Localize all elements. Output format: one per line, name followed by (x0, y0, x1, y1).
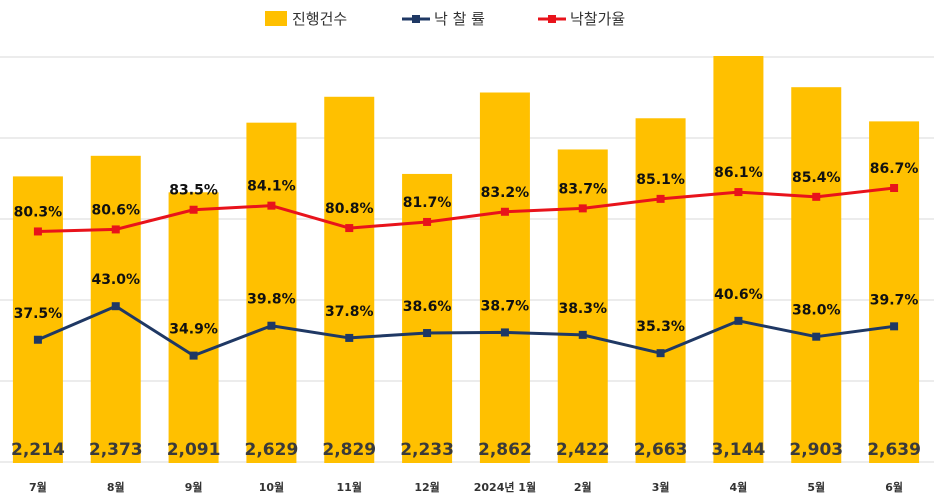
legend-marker-line-1 (412, 15, 420, 23)
success-rate-point (33, 335, 42, 344)
bar (246, 122, 297, 463)
success-rate-point (267, 321, 276, 330)
success-rate-value-label: 43.0% (91, 272, 140, 288)
x-tick-label: 4월 (730, 480, 748, 494)
x-tick-label: 5월 (807, 480, 825, 494)
x-tick-label: 10월 (259, 480, 284, 494)
bar (635, 118, 686, 464)
success-rate-value-label: 38.7% (481, 298, 530, 314)
price-rate-point (345, 224, 354, 233)
bar-value-label: 2,862 (478, 440, 532, 460)
price-rate-value-label: 81.7% (403, 195, 452, 211)
bar-value-label: 2,639 (867, 440, 921, 460)
bar-value-label: 2,829 (322, 440, 376, 460)
price-rate-value-label: 80.3% (14, 204, 63, 220)
success-rate-point (578, 330, 587, 339)
success-rate-value-label: 40.6% (714, 287, 763, 303)
bar (402, 173, 453, 463)
success-rate-line (37, 304, 895, 358)
bar-value-label: 2,233 (400, 440, 454, 460)
price-rate-point (812, 192, 821, 201)
price-rate-point (500, 207, 509, 216)
bar (791, 87, 842, 464)
bar-value-label: 2,422 (556, 440, 610, 460)
price-rate-value-label: 86.1% (714, 165, 763, 181)
bar-value-label: 2,903 (789, 440, 843, 460)
legend-label-line-2: 낙찰가율 (570, 10, 625, 28)
price-rate-point (267, 201, 276, 210)
price-rate-value-label: 83.5% (169, 183, 218, 199)
x-tick-label: 11월 (337, 480, 362, 494)
data-labels: 2,214 2,373 2,091 2,629 2,829 2,233 2,862 2,422… (11, 161, 921, 460)
x-tick-label: 8월 (107, 480, 125, 494)
price-rate-point (33, 227, 42, 236)
bar-value-label: 2,373 (89, 440, 143, 460)
success-rate-value-label: 38.0% (792, 303, 841, 319)
price-rate-value-label: 80.6% (91, 202, 140, 218)
x-axis: 7월 8월 9월 10월 11월 12월 2024년 1월 2월 3월 4월 5월 6월 (29, 480, 903, 494)
bars (12, 56, 920, 464)
x-tick-label: 7월 (29, 480, 47, 494)
success-rate-value-label: 37.8% (325, 304, 374, 320)
success-rate-value-label: 39.7% (870, 292, 919, 308)
price-rate-point (578, 204, 587, 213)
success-rate-value-label: 37.5% (14, 306, 63, 322)
price-rate-point (656, 194, 665, 203)
success-rate-point (423, 329, 432, 338)
legend: 진행건수 낙 찰 률 낙찰가율 (265, 10, 625, 28)
legend-marker-line-2 (548, 15, 556, 23)
bar (557, 149, 608, 463)
success-rate-point (111, 302, 120, 311)
price-rate-value-label: 80.8% (325, 201, 374, 217)
success-rate-point (345, 333, 354, 342)
lines (33, 184, 899, 360)
success-rate-point (189, 351, 198, 360)
price-rate-point (734, 188, 743, 197)
bar (168, 192, 219, 463)
legend-label-bar: 진행건수 (292, 10, 347, 28)
x-tick-label: 6월 (885, 480, 903, 494)
bar (869, 121, 920, 464)
success-rate-point (890, 322, 899, 331)
success-rate-value-label: 38.3% (558, 301, 607, 317)
bar (479, 92, 530, 463)
bar (324, 96, 375, 463)
bar (713, 56, 764, 463)
success-rate-point (812, 332, 821, 341)
bar-value-label: 2,091 (167, 440, 221, 460)
bar-value-label: 2,629 (245, 440, 299, 460)
price-rate-value-label: 86.7% (870, 161, 919, 177)
legend-swatch-bar (265, 11, 287, 26)
bar-value-label: 2,214 (11, 440, 65, 460)
price-rate-point (111, 225, 120, 234)
x-tick-label: 12월 (414, 480, 439, 494)
x-tick-label: 3월 (652, 480, 670, 494)
price-rate-value-label: 83.2% (481, 185, 530, 201)
price-rate-line (37, 186, 895, 233)
x-tick-label: 2월 (574, 480, 592, 494)
price-rate-value-label: 85.4% (792, 170, 841, 186)
legend-label-line-1: 낙 찰 률 (434, 10, 485, 28)
price-rate-point (890, 184, 899, 193)
price-rate-point (423, 217, 432, 226)
x-tick-label: 9월 (185, 480, 203, 494)
price-rate-value-label: 84.1% (247, 179, 296, 195)
price-rate-point (189, 205, 198, 214)
success-rate-value-label: 39.8% (247, 292, 296, 308)
bar-value-label: 2,663 (634, 440, 688, 460)
bar-value-label: 3,144 (712, 440, 766, 460)
bar (12, 176, 63, 463)
success-rate-point (500, 328, 509, 337)
success-rate-point (656, 349, 665, 358)
success-rate-value-label: 35.3% (636, 319, 685, 335)
success-rate-point (734, 316, 743, 325)
success-rate-value-label: 38.6% (403, 299, 452, 315)
x-tick-label: 2024년 1월 (474, 480, 536, 494)
price-rate-value-label: 85.1% (636, 172, 685, 188)
success-rate-value-label: 34.9% (169, 322, 218, 338)
price-rate-value-label: 83.7% (558, 181, 607, 197)
